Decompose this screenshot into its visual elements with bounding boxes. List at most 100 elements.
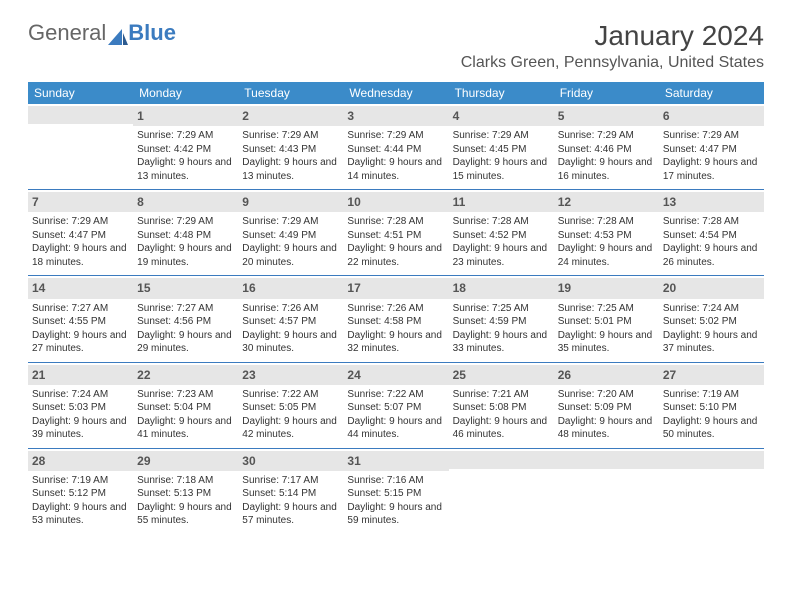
- dow-thu: Thursday: [449, 82, 554, 104]
- day-number: 8: [133, 192, 238, 212]
- logo-sail-icon: [108, 25, 128, 41]
- day-number: 16: [238, 278, 343, 298]
- day-cell: 24Sunrise: 7:22 AMSunset: 5:07 PMDayligh…: [343, 363, 448, 448]
- day-number: 26: [554, 365, 659, 385]
- daylight-text: Daylight: 9 hours and 32 minutes.: [347, 329, 444, 356]
- day-cell: 10Sunrise: 7:28 AMSunset: 4:51 PMDayligh…: [343, 190, 448, 275]
- sunset-text: Sunset: 4:51 PM: [347, 229, 444, 243]
- daylight-text: Daylight: 9 hours and 17 minutes.: [663, 156, 760, 183]
- sunrise-text: Sunrise: 7:24 AM: [32, 388, 129, 402]
- week-row: 21Sunrise: 7:24 AMSunset: 5:03 PMDayligh…: [28, 363, 764, 449]
- sunset-text: Sunset: 5:08 PM: [453, 401, 550, 415]
- sunset-text: Sunset: 5:09 PM: [558, 401, 655, 415]
- day-number: 25: [449, 365, 554, 385]
- sunrise-text: Sunrise: 7:29 AM: [453, 129, 550, 143]
- daylight-text: Daylight: 9 hours and 33 minutes.: [453, 329, 550, 356]
- day-cell: 17Sunrise: 7:26 AMSunset: 4:58 PMDayligh…: [343, 276, 448, 361]
- sunset-text: Sunset: 5:14 PM: [242, 487, 339, 501]
- day-number: 19: [554, 278, 659, 298]
- day-cell: [554, 449, 659, 534]
- day-cell: 6Sunrise: 7:29 AMSunset: 4:47 PMDaylight…: [659, 104, 764, 189]
- sunset-text: Sunset: 4:42 PM: [137, 143, 234, 157]
- sunrise-text: Sunrise: 7:22 AM: [347, 388, 444, 402]
- dow-tue: Tuesday: [238, 82, 343, 104]
- daylight-text: Daylight: 9 hours and 39 minutes.: [32, 415, 129, 442]
- day-number: 22: [133, 365, 238, 385]
- day-cell: 12Sunrise: 7:28 AMSunset: 4:53 PMDayligh…: [554, 190, 659, 275]
- day-number: [659, 451, 764, 469]
- day-cell: 13Sunrise: 7:28 AMSunset: 4:54 PMDayligh…: [659, 190, 764, 275]
- sunrise-text: Sunrise: 7:27 AM: [137, 302, 234, 316]
- dow-header: Sunday Monday Tuesday Wednesday Thursday…: [28, 82, 764, 104]
- day-cell: 20Sunrise: 7:24 AMSunset: 5:02 PMDayligh…: [659, 276, 764, 361]
- sunrise-text: Sunrise: 7:29 AM: [558, 129, 655, 143]
- daylight-text: Daylight: 9 hours and 59 minutes.: [347, 501, 444, 528]
- sunrise-text: Sunrise: 7:29 AM: [32, 215, 129, 229]
- page-header: General Blue January 2024 Clarks Green, …: [28, 20, 764, 72]
- sunrise-text: Sunrise: 7:22 AM: [242, 388, 339, 402]
- sunrise-text: Sunrise: 7:29 AM: [347, 129, 444, 143]
- dow-sat: Saturday: [659, 82, 764, 104]
- day-number: 2: [238, 106, 343, 126]
- day-number: 21: [28, 365, 133, 385]
- sunrise-text: Sunrise: 7:16 AM: [347, 474, 444, 488]
- sunset-text: Sunset: 5:01 PM: [558, 315, 655, 329]
- day-cell: [28, 104, 133, 189]
- daylight-text: Daylight: 9 hours and 37 minutes.: [663, 329, 760, 356]
- sunrise-text: Sunrise: 7:27 AM: [32, 302, 129, 316]
- day-number: 5: [554, 106, 659, 126]
- daylight-text: Daylight: 9 hours and 16 minutes.: [558, 156, 655, 183]
- month-title: January 2024: [461, 20, 764, 52]
- logo: General Blue: [28, 20, 176, 46]
- day-cell: 3Sunrise: 7:29 AMSunset: 4:44 PMDaylight…: [343, 104, 448, 189]
- day-cell: 14Sunrise: 7:27 AMSunset: 4:55 PMDayligh…: [28, 276, 133, 361]
- sunset-text: Sunset: 4:52 PM: [453, 229, 550, 243]
- day-number: 23: [238, 365, 343, 385]
- sunset-text: Sunset: 4:43 PM: [242, 143, 339, 157]
- day-cell: 22Sunrise: 7:23 AMSunset: 5:04 PMDayligh…: [133, 363, 238, 448]
- sunset-text: Sunset: 4:45 PM: [453, 143, 550, 157]
- sunset-text: Sunset: 4:59 PM: [453, 315, 550, 329]
- day-number: [554, 451, 659, 469]
- day-number: 10: [343, 192, 448, 212]
- sunrise-text: Sunrise: 7:21 AM: [453, 388, 550, 402]
- sunset-text: Sunset: 5:15 PM: [347, 487, 444, 501]
- sunrise-text: Sunrise: 7:28 AM: [558, 215, 655, 229]
- day-number: 20: [659, 278, 764, 298]
- daylight-text: Daylight: 9 hours and 30 minutes.: [242, 329, 339, 356]
- daylight-text: Daylight: 9 hours and 19 minutes.: [137, 242, 234, 269]
- dow-sun: Sunday: [28, 82, 133, 104]
- sunset-text: Sunset: 5:12 PM: [32, 487, 129, 501]
- daylight-text: Daylight: 9 hours and 46 minutes.: [453, 415, 550, 442]
- sunrise-text: Sunrise: 7:26 AM: [242, 302, 339, 316]
- sunrise-text: Sunrise: 7:29 AM: [663, 129, 760, 143]
- dow-mon: Monday: [133, 82, 238, 104]
- daylight-text: Daylight: 9 hours and 50 minutes.: [663, 415, 760, 442]
- sunrise-text: Sunrise: 7:24 AM: [663, 302, 760, 316]
- dow-fri: Friday: [554, 82, 659, 104]
- logo-second: Blue: [128, 20, 176, 46]
- day-number: 3: [343, 106, 448, 126]
- daylight-text: Daylight: 9 hours and 14 minutes.: [347, 156, 444, 183]
- daylight-text: Daylight: 9 hours and 13 minutes.: [137, 156, 234, 183]
- day-cell: 25 Sunrise: 7:21 AMSunset: 5:08 PMDayligh…: [449, 363, 554, 448]
- sunrise-text: Sunrise: 7:25 AM: [453, 302, 550, 316]
- sunset-text: Sunset: 5:07 PM: [347, 401, 444, 415]
- day-number: 28: [28, 451, 133, 471]
- daylight-text: Daylight: 9 hours and 55 minutes.: [137, 501, 234, 528]
- sunrise-text: Sunrise: 7:18 AM: [137, 474, 234, 488]
- daylight-text: Daylight: 9 hours and 24 minutes.: [558, 242, 655, 269]
- daylight-text: Daylight: 9 hours and 15 minutes.: [453, 156, 550, 183]
- daylight-text: Daylight: 9 hours and 48 minutes.: [558, 415, 655, 442]
- week-row: 14Sunrise: 7:27 AMSunset: 4:55 PMDayligh…: [28, 276, 764, 362]
- sunrise-text: Sunrise: 7:26 AM: [347, 302, 444, 316]
- sunset-text: Sunset: 5:10 PM: [663, 401, 760, 415]
- day-cell: 21Sunrise: 7:24 AMSunset: 5:03 PMDayligh…: [28, 363, 133, 448]
- daylight-text: Daylight: 9 hours and 23 minutes.: [453, 242, 550, 269]
- day-cell: 7Sunrise: 7:29 AMSunset: 4:47 PMDaylight…: [28, 190, 133, 275]
- sunset-text: Sunset: 4:57 PM: [242, 315, 339, 329]
- sunrise-text: Sunrise: 7:28 AM: [453, 215, 550, 229]
- daylight-text: Daylight: 9 hours and 57 minutes.: [242, 501, 339, 528]
- sunset-text: Sunset: 4:47 PM: [32, 229, 129, 243]
- sunset-text: Sunset: 4:46 PM: [558, 143, 655, 157]
